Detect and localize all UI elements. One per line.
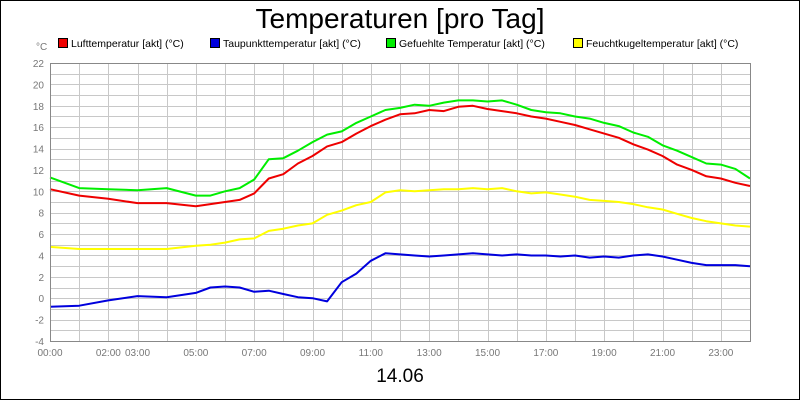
x-tick-label: 11:00 <box>359 348 384 359</box>
y-tick-label: -2 <box>35 316 44 327</box>
x-tick-label: 23:00 <box>708 348 733 359</box>
chart-title: Temperaturen [pro Tag] <box>255 3 545 34</box>
x-tick-label: 03:00 <box>125 348 150 359</box>
series-line-1 <box>49 252 751 308</box>
legend-item-feuchtkugeltemperatur: Feuchtkugeltemperatur [akt] (°C) <box>573 38 738 50</box>
x-tick-label: 00:00 <box>37 348 62 359</box>
legend-item-taupunkttemperatur: Taupunkttemperatur [akt] (°C) <box>210 38 361 50</box>
y-tick-label: 0 <box>38 294 44 305</box>
y-tick-label: 22 <box>33 59 45 70</box>
x-tick-label: 07:00 <box>242 348 267 359</box>
y-tick-label: 6 <box>38 230 44 241</box>
x-tick-label: 17:00 <box>533 348 558 359</box>
y-tick-label: 4 <box>38 251 44 262</box>
series-line-2 <box>49 99 751 197</box>
legend-swatch-green <box>386 38 396 48</box>
x-tick-label: 13:00 <box>417 348 442 359</box>
x-tick-label: 02:00 <box>96 348 121 359</box>
series-line-0 <box>49 104 751 208</box>
date-label: 14.06 <box>376 366 424 387</box>
legend-label: Lufttemperatur [akt] (°C) <box>71 38 184 50</box>
legend-label: Taupunkttemperatur [akt] (°C) <box>223 38 361 50</box>
y-axis-unit: °C <box>36 42 48 53</box>
legend-item-lufttemperatur: Lufttemperatur [akt] (°C) <box>58 38 184 50</box>
legend-swatch-red <box>58 38 68 48</box>
legend-swatch-blue <box>210 38 220 48</box>
x-tick-label: 21:00 <box>650 348 675 359</box>
y-tick-label: 8 <box>38 209 44 220</box>
y-tick-label: 20 <box>33 80 45 91</box>
x-tick-label: 19:00 <box>592 348 617 359</box>
y-tick-label: -4 <box>35 337 44 348</box>
x-tick-label: 15:00 <box>475 348 500 359</box>
y-tick-label: 14 <box>33 145 45 156</box>
y-tick-label: 2 <box>38 273 44 284</box>
x-tick-label: 05:00 <box>183 348 208 359</box>
x-tick-label: 09:00 <box>300 348 325 359</box>
legend-swatch-yellow <box>573 38 583 48</box>
y-tick-label: 12 <box>33 166 45 177</box>
y-tick-label: 18 <box>33 102 45 113</box>
series-line-3 <box>49 187 751 250</box>
plot-border <box>50 63 751 342</box>
y-tick-label: 10 <box>33 187 45 198</box>
legend-item-gefuehlte-temperatur: Gefuehlte Temperatur [akt] (°C) <box>386 38 545 50</box>
legend-label: Feuchtkugeltemperatur [akt] (°C) <box>586 38 739 50</box>
y-tick-label: 16 <box>33 123 45 134</box>
legend-label: Gefuehlte Temperatur [akt] (°C) <box>399 38 545 50</box>
